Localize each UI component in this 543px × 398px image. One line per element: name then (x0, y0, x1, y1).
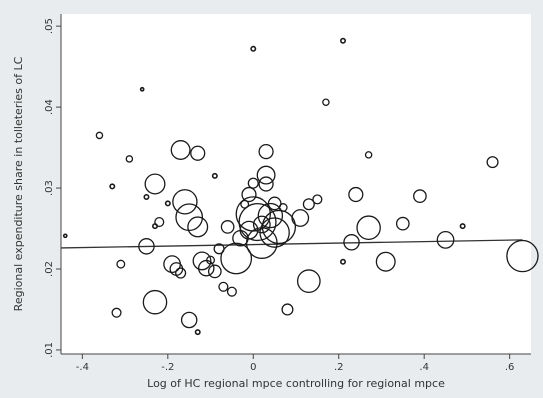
data-point (278, 203, 288, 212)
data-point (142, 289, 168, 315)
y-axis-title: Regional expenditure share in tolleterie… (12, 56, 25, 311)
data-point (170, 140, 191, 160)
data-point (241, 186, 257, 203)
data-point (192, 251, 212, 271)
fit-line (60, 239, 523, 249)
data-point (211, 172, 218, 179)
data-point (259, 217, 290, 248)
data-point (267, 196, 282, 211)
data-point (206, 255, 216, 265)
data-point (375, 251, 396, 272)
data-point (413, 189, 427, 204)
points-layer (62, 37, 539, 336)
x-tick-label: 0 (250, 362, 256, 373)
y-tick-label: .01 (44, 342, 55, 358)
data-point (459, 223, 466, 230)
data-point (258, 144, 274, 160)
data-point (339, 37, 346, 44)
data-point (143, 193, 150, 200)
data-point (190, 145, 206, 161)
data-point (138, 238, 155, 255)
data-point (322, 98, 330, 106)
data-point (175, 267, 187, 279)
y-tick-label: .05 (44, 18, 55, 34)
data-point (436, 230, 455, 249)
data-point (312, 194, 323, 205)
plot-area (61, 14, 531, 354)
x-tick-label: .2 (334, 362, 344, 373)
data-point (218, 281, 229, 292)
data-point (111, 307, 122, 318)
data-point (139, 86, 145, 92)
data-point (116, 259, 126, 269)
data-point (486, 156, 499, 169)
data-point (506, 239, 539, 273)
data-point (207, 264, 222, 279)
data-point (250, 45, 257, 52)
y-tick-label: .03 (44, 180, 55, 196)
data-point (291, 209, 310, 227)
data-point (348, 186, 364, 203)
data-point (364, 151, 373, 159)
data-point (258, 176, 274, 192)
data-point (187, 216, 209, 238)
data-point (125, 155, 134, 163)
y-tick-label: .02 (44, 261, 55, 277)
data-point (109, 183, 116, 190)
data-point (343, 234, 360, 251)
data-point (194, 329, 201, 336)
data-point (252, 215, 271, 234)
data-point (144, 173, 166, 195)
y-tick-label: .04 (44, 99, 55, 115)
data-point (172, 189, 198, 215)
axes-layer: -.4 -.2 0 .2 .4 .6 .01 .02 .03 .04 .05 (44, 14, 531, 373)
data-point (220, 242, 253, 275)
fit-line-layer (60, 239, 523, 249)
data-point (62, 233, 68, 239)
data-point (281, 303, 294, 316)
x-axis-title: Log of HC regional mpce controlling for … (147, 377, 445, 390)
data-point (261, 209, 297, 245)
data-point (356, 215, 381, 241)
data-point (256, 165, 276, 185)
data-point (395, 216, 410, 231)
data-point (154, 216, 165, 228)
data-point (257, 202, 284, 229)
x-tick-label: -.4 (76, 362, 89, 373)
data-point (339, 258, 346, 265)
x-tick-label: .6 (505, 362, 515, 373)
data-point (180, 311, 198, 329)
data-point (247, 177, 259, 189)
data-point (95, 131, 104, 140)
data-point (164, 200, 171, 207)
data-point (296, 269, 321, 294)
data-point (302, 198, 315, 211)
x-tick-label: -.2 (161, 362, 174, 373)
x-tick-label: .4 (419, 362, 429, 373)
data-point (238, 202, 277, 242)
data-point (226, 286, 237, 297)
data-point (220, 220, 235, 234)
